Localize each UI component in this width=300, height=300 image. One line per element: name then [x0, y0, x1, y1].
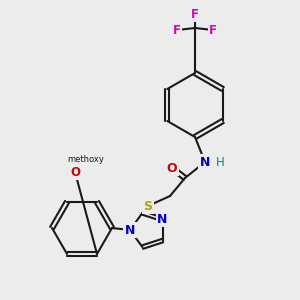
Text: methoxy: methoxy [68, 155, 104, 164]
Text: O: O [70, 166, 80, 178]
Text: F: F [173, 23, 181, 37]
Text: F: F [209, 23, 217, 37]
Text: N: N [125, 224, 135, 236]
Text: O: O [167, 161, 177, 175]
Text: N: N [200, 155, 210, 169]
Text: S: S [143, 200, 152, 212]
Text: F: F [191, 8, 199, 20]
Text: N: N [158, 213, 168, 226]
Text: H: H [216, 155, 224, 169]
